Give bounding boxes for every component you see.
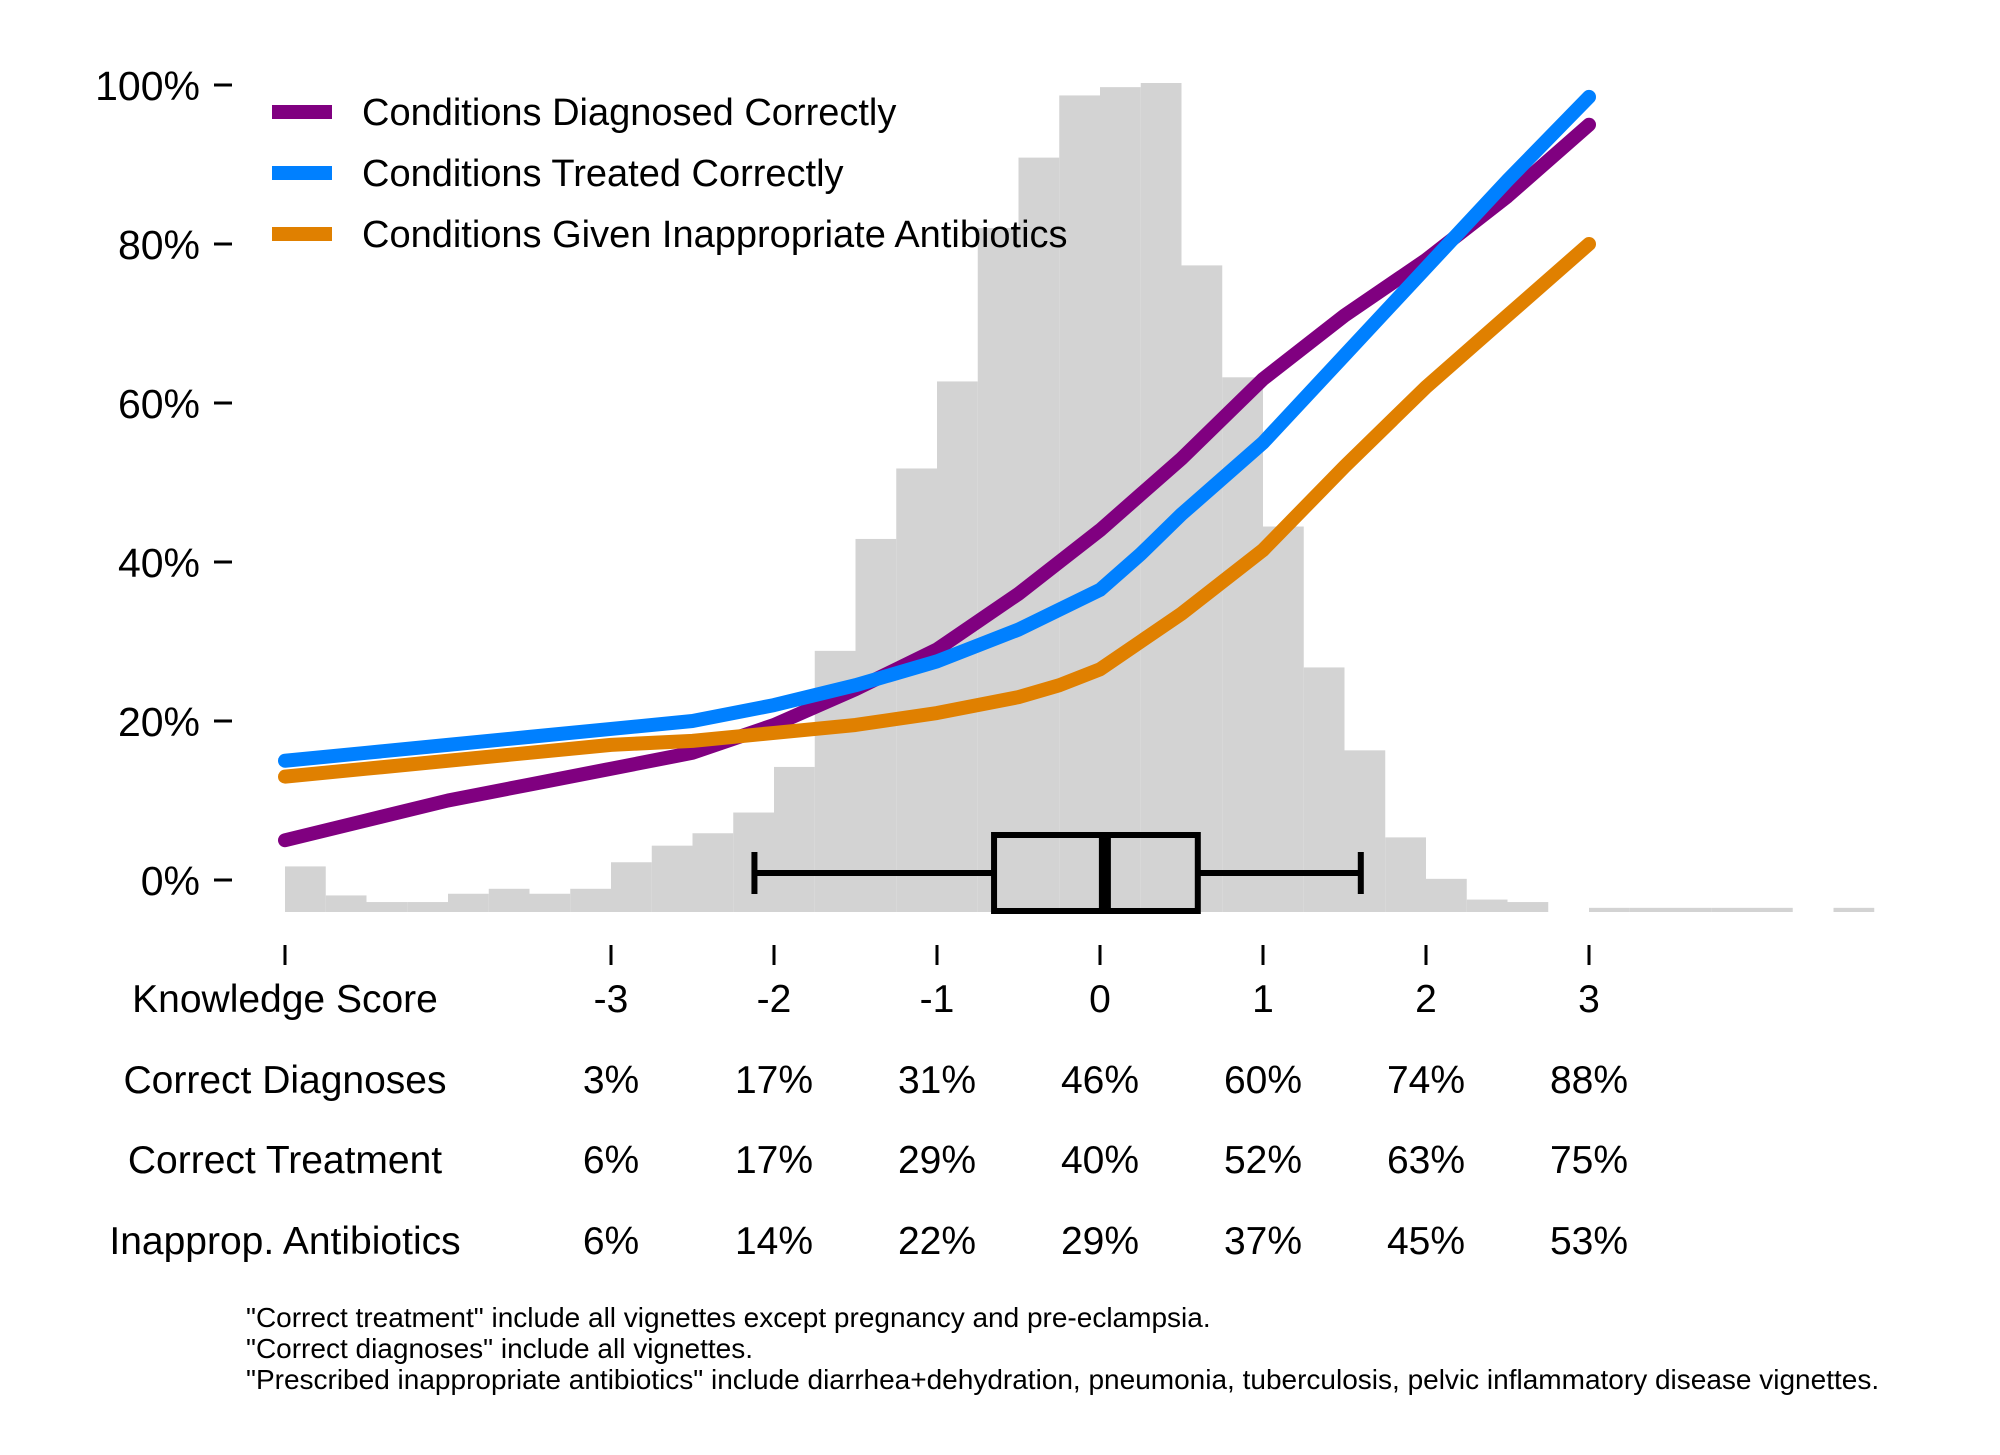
table-cell: 37% [1224, 1220, 1302, 1263]
table-row-label: Correct Diagnoses [124, 1059, 447, 1102]
table-cell: 45% [1387, 1220, 1465, 1263]
series-line [278, 89, 1596, 768]
y-tick-label: 20% [118, 699, 200, 745]
table-cell: 14% [735, 1220, 813, 1263]
histogram-bar [651, 845, 693, 912]
footnote-treatment: "Correct treatment" include all vignette… [246, 1302, 1211, 1333]
histogram-bar [285, 866, 326, 912]
histogram-bar [448, 893, 489, 912]
histogram-bar [407, 902, 448, 912]
series-line [278, 117, 1596, 848]
legend-entry-label: Conditions Given Inappropriate Antibioti… [362, 214, 1068, 256]
legend: Conditions Diagnosed Correctly Conditions… [272, 92, 1068, 256]
y-tick-label: 100% [95, 63, 200, 109]
x-tick-label: 2 [1415, 978, 1437, 1021]
y-tick-label: 80% [118, 222, 200, 268]
table-cell: 75% [1550, 1139, 1628, 1182]
histogram-bar [1833, 907, 1875, 912]
footnote-diagnoses: "Correct diagnoses" include all vignette… [246, 1333, 754, 1364]
histogram-bar [366, 902, 408, 912]
histogram-bar [325, 895, 367, 912]
table-cell: 3% [583, 1059, 639, 1102]
histogram-bar [529, 893, 571, 912]
table-cell: 29% [898, 1139, 976, 1182]
histogram-bar [611, 862, 652, 912]
table-cell: 31% [898, 1059, 976, 1102]
x-axis-label: Knowledge Score [132, 978, 438, 1021]
table-cell: 63% [1387, 1139, 1465, 1182]
histogram-bar [1466, 899, 1508, 912]
footnote-antibiotics: "Prescribed inappropriate antibiotics" i… [246, 1364, 1880, 1395]
histogram-bar [1018, 157, 1060, 913]
histogram-bar [488, 888, 530, 912]
legend-entry-label: Conditions Diagnosed Correctly [362, 92, 896, 134]
legend-entry-label: Conditions Treated Correctly [362, 153, 844, 195]
table-row-label: Inapprop. Antibiotics [109, 1220, 460, 1263]
histogram-bar [1385, 837, 1426, 912]
y-tick-label: 0% [141, 858, 200, 904]
table-cell: 6% [583, 1220, 639, 1263]
y-axis: 0% 20% 40% 60% 80% 100% [95, 63, 232, 904]
histogram-bar [1629, 907, 1671, 912]
histogram-bar [1344, 750, 1386, 912]
histogram-bar [977, 228, 1019, 912]
histogram-bar [1263, 526, 1304, 912]
histogram-bar [1507, 902, 1549, 912]
summary-table: Knowledge Score -3 -2 -1 0 1 2 3 Correct Diagnos… [109, 978, 1628, 1263]
x-tick-label: -2 [757, 978, 792, 1021]
histogram-bar [896, 468, 937, 912]
table-cell: 60% [1224, 1059, 1302, 1102]
x-tick-label: 0 [1089, 978, 1111, 1021]
series-lines [278, 89, 1596, 848]
series-line [278, 237, 1596, 784]
histogram-bar [570, 888, 611, 912]
table-cell: 17% [735, 1139, 813, 1182]
histogram-bar [774, 766, 815, 912]
x-axis [283, 945, 1591, 965]
histogram-bar [1752, 907, 1793, 912]
boxplot [751, 832, 1364, 914]
y-tick-label: 60% [118, 381, 200, 427]
histogram-bar [1670, 907, 1712, 912]
table-cell: 29% [1061, 1220, 1139, 1263]
x-tick-label: 1 [1252, 978, 1274, 1021]
table-cell: 53% [1550, 1220, 1628, 1263]
histogram-bar [1059, 95, 1100, 912]
table-cell: 17% [735, 1059, 813, 1102]
y-tick-label: 40% [118, 540, 200, 586]
x-tick-label: -1 [920, 978, 955, 1021]
table-row-label: Correct Treatment [128, 1139, 442, 1182]
table-cell: 74% [1387, 1059, 1465, 1102]
table-cell: 22% [898, 1220, 976, 1263]
table-cell: 88% [1550, 1059, 1628, 1102]
boxplot-box [991, 832, 1201, 914]
table-cell: 6% [583, 1139, 639, 1182]
histogram-bar [692, 833, 734, 912]
x-tick-label: -3 [594, 978, 629, 1021]
table-cell: 40% [1061, 1139, 1139, 1182]
histogram-bar [1426, 878, 1467, 912]
table-cell: 46% [1061, 1059, 1139, 1102]
x-tick-label: 3 [1578, 978, 1600, 1021]
table-cell: 52% [1224, 1139, 1302, 1182]
histogram-bar [1589, 907, 1630, 912]
histogram-bar [1711, 907, 1752, 912]
